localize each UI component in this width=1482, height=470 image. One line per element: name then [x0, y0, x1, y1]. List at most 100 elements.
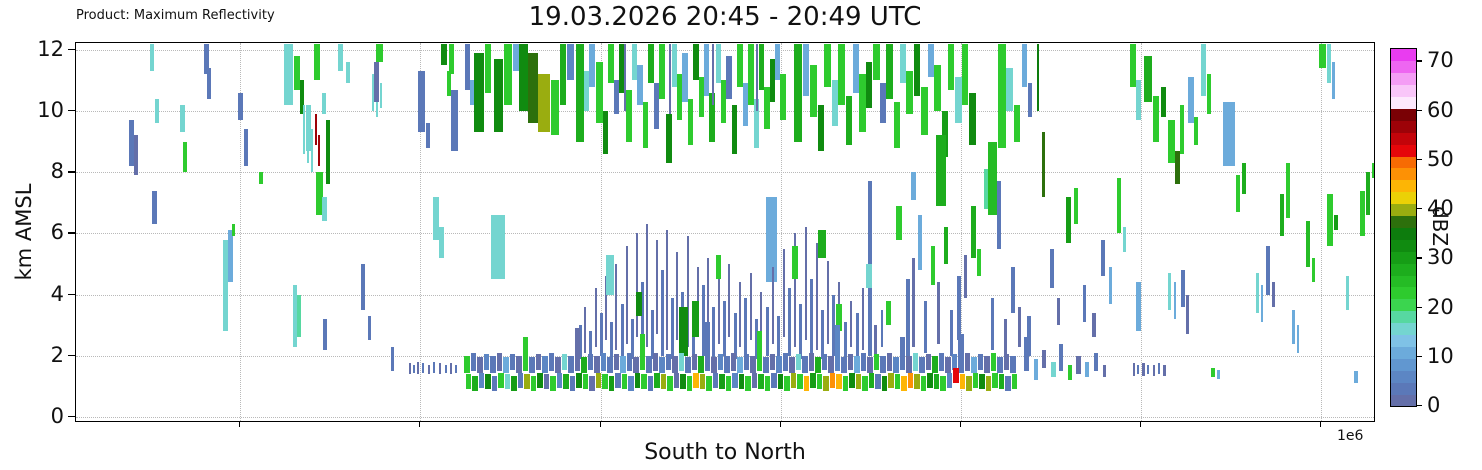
reflectivity-bar	[519, 43, 528, 111]
colorbar-tickmark	[1416, 257, 1422, 259]
colorbar-step	[1391, 215, 1416, 228]
reflectivity-bar	[755, 319, 758, 359]
reflectivity-bar	[1076, 355, 1081, 375]
reflectivity-bar	[129, 120, 134, 167]
reflectivity-bar	[869, 372, 874, 388]
reflectivity-bar	[672, 355, 678, 373]
reflectivity-bar	[315, 114, 317, 145]
reflectivity-bar	[873, 43, 880, 81]
reflectivity-bar	[1163, 364, 1166, 376]
x-axis-label: South to North	[644, 440, 806, 465]
reflectivity-bar	[859, 74, 866, 133]
colorbar-tick-label: 30	[1427, 245, 1454, 270]
reflectivity-bar	[609, 375, 614, 391]
reflectivity-bar	[1024, 337, 1029, 372]
reflectivity-bar	[671, 297, 674, 359]
reflectivity-bar	[666, 114, 672, 163]
reflectivity-bar	[724, 355, 730, 373]
reflectivity-bar	[238, 92, 243, 121]
reflectivity-bar	[293, 285, 297, 347]
colorbar-tick-label: 0	[1427, 393, 1441, 417]
reflectivity-bar	[1103, 364, 1106, 378]
reflectivity-bar	[439, 363, 441, 375]
reflectivity-bar	[641, 374, 647, 390]
h-gridline	[76, 294, 1374, 296]
colorbar-step	[1391, 251, 1416, 264]
reflectivity-bar	[783, 352, 788, 372]
colorbar-step	[1391, 49, 1416, 62]
reflectivity-bar	[1292, 309, 1295, 344]
reflectivity-bar	[595, 288, 597, 347]
y-tickmark	[68, 110, 75, 112]
reflectivity-bar	[380, 83, 382, 108]
reflectivity-bar	[466, 374, 471, 390]
reflectivity-bar	[823, 375, 829, 391]
reflectivity-bar	[797, 374, 803, 390]
reflectivity-bar	[596, 372, 601, 388]
reflectivity-bar	[739, 282, 741, 347]
reflectivity-bar	[822, 354, 827, 370]
reflectivity-bar	[921, 375, 926, 391]
reflectivity-bar	[643, 101, 648, 148]
reflectivity-bar	[372, 74, 374, 111]
reflectivity-bar	[906, 71, 913, 115]
reflectivity-bar	[538, 74, 550, 133]
reflectivity-bar	[841, 357, 847, 373]
reflectivity-bar	[739, 374, 744, 390]
reflectivity-bar	[303, 104, 305, 154]
reflectivity-bar	[913, 352, 918, 372]
reflectivity-bar	[314, 43, 320, 81]
y-tickmark	[68, 293, 75, 295]
reflectivity-bar	[259, 172, 263, 185]
reflectivity-bar	[918, 215, 922, 271]
colorbar-tickmark	[1416, 306, 1422, 308]
reflectivity-bar	[654, 372, 660, 388]
reflectivity-bar	[971, 205, 976, 258]
reflectivity-bar	[562, 354, 567, 370]
reflectivity-bar	[391, 346, 394, 372]
v-gridline	[240, 43, 242, 421]
reflectivity-bar	[1217, 369, 1220, 379]
reflectivity-bar	[589, 331, 592, 359]
reflectivity-bar	[1004, 319, 1007, 356]
colorbar-step	[1391, 370, 1416, 383]
reflectivity-bar	[498, 372, 504, 388]
reflectivity-bar	[627, 352, 632, 372]
reflectivity-bar	[653, 352, 658, 372]
reflectivity-bar	[441, 43, 447, 66]
reflectivity-bar	[607, 357, 613, 373]
reflectivity-bar	[937, 282, 940, 344]
reflectivity-bar	[844, 322, 847, 359]
reflectivity-bar	[1261, 285, 1263, 323]
reflectivity-bar	[836, 374, 842, 390]
reflectivity-bar	[465, 43, 470, 90]
reflectivity-bar	[1051, 361, 1056, 378]
reflectivity-bar	[788, 288, 791, 356]
reflectivity-bar	[505, 374, 510, 390]
reflectivity-bar	[977, 248, 981, 277]
h-gridline	[76, 49, 1374, 51]
reflectivity-bar	[1168, 120, 1175, 163]
reflectivity-bar	[926, 354, 931, 370]
reflectivity-bar	[155, 98, 159, 124]
reflectivity-bar	[999, 374, 1004, 390]
reflectivity-bar	[529, 357, 535, 373]
colorbar-tick-label: 50	[1427, 146, 1454, 171]
reflectivity-bar	[567, 43, 574, 81]
reflectivity-bar	[721, 80, 726, 124]
reflectivity-bar	[300, 80, 304, 115]
reflectivity-bar	[973, 372, 978, 388]
reflectivity-bar	[932, 355, 938, 373]
reflectivity-bar	[700, 374, 705, 390]
reflectivity-bar	[1005, 375, 1011, 391]
reflectivity-bar	[971, 357, 977, 373]
reflectivity-bar	[581, 357, 587, 373]
reflectivity-bar	[555, 357, 561, 373]
colorbar-tick-label: 10	[1427, 343, 1454, 368]
reflectivity-bar	[867, 357, 873, 373]
reflectivity-bar	[1059, 343, 1063, 372]
reflectivity-bar	[600, 312, 603, 356]
reflectivity-bar	[513, 43, 519, 72]
reflectivity-bar	[832, 80, 838, 127]
reflectivity-bar	[723, 300, 726, 356]
